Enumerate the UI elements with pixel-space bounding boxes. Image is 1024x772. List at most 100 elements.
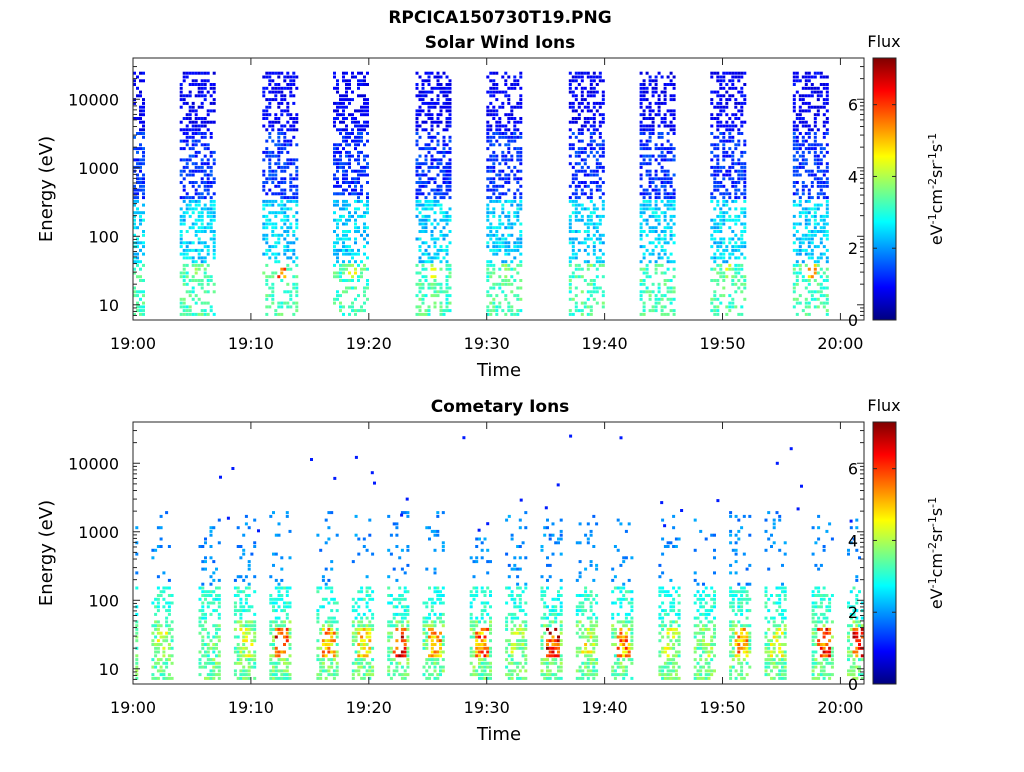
heat-cell <box>357 628 360 631</box>
heat-cell <box>183 79 186 82</box>
heat-cell <box>495 241 498 244</box>
heat-cell <box>351 279 354 282</box>
heat-cell <box>713 143 716 146</box>
heat-cell <box>434 530 437 533</box>
heat-cell <box>268 189 271 192</box>
heat-cell <box>569 238 572 241</box>
heat-cell <box>289 662 292 665</box>
heat-cell <box>275 628 278 631</box>
heat-cell <box>201 132 204 135</box>
heat-cell <box>239 658 242 661</box>
heat-cell <box>817 94 820 97</box>
heat-cell <box>401 549 404 552</box>
heat-cell <box>360 587 363 590</box>
heat-cell <box>713 226 716 229</box>
heat-cell <box>192 275 195 278</box>
heat-cell <box>593 223 596 226</box>
heat-cell <box>201 211 204 214</box>
heat-cell <box>363 98 366 101</box>
heat-cell <box>737 143 740 146</box>
heat-cell <box>342 98 345 101</box>
colorbar-title: Flux <box>867 32 900 51</box>
heat-cell <box>269 598 272 601</box>
heat-cell <box>213 162 216 165</box>
heat-cell <box>492 226 495 229</box>
heat-cell <box>725 192 728 195</box>
heat-cell <box>192 200 195 203</box>
heat-cell <box>401 568 404 571</box>
heat-cell <box>584 147 587 150</box>
x-tick-label: 19:00 <box>110 334 156 353</box>
heat-cell <box>419 147 422 150</box>
heat-cell <box>486 170 489 173</box>
heat-cell <box>242 666 245 669</box>
heat-cell <box>136 94 139 97</box>
heat-cell <box>274 94 277 97</box>
heat-cell <box>661 177 664 180</box>
heat-cell <box>716 305 719 308</box>
heat-cell <box>345 287 348 290</box>
heat-cell <box>345 91 348 94</box>
heat-cell <box>743 230 746 233</box>
heat-cell <box>596 91 599 94</box>
heat-cell <box>602 305 605 308</box>
heat-cell <box>213 192 216 195</box>
heat-cell <box>366 109 369 112</box>
heat-cell <box>189 290 192 293</box>
heat-cell <box>492 245 495 248</box>
heat-cell <box>504 136 507 139</box>
heat-cell <box>572 147 575 150</box>
heat-cell <box>446 117 449 120</box>
heat-cell <box>265 177 268 180</box>
heat-cell <box>646 287 649 290</box>
heat-cell <box>581 204 584 207</box>
heat-cell <box>363 102 366 105</box>
heat-cell <box>333 147 336 150</box>
heat-cell <box>431 204 434 207</box>
heat-cell <box>489 79 492 82</box>
heat-cell <box>160 624 163 627</box>
heat-cell <box>360 166 363 169</box>
heat-cell <box>434 636 437 639</box>
heat-cell <box>596 207 599 210</box>
heat-cell <box>814 155 817 158</box>
heat-cell <box>716 230 719 233</box>
heat-cell <box>186 196 189 199</box>
heat-cell <box>419 260 422 263</box>
heat-cell <box>363 128 366 131</box>
heat-cell <box>673 207 676 210</box>
heat-cell <box>436 515 439 518</box>
heat-cell <box>728 219 731 222</box>
heat-cell <box>210 207 213 210</box>
heat-cell <box>280 658 283 661</box>
heat-cell <box>501 241 504 244</box>
heat-cell <box>425 313 428 316</box>
heat-cell <box>136 196 139 199</box>
heat-cell <box>213 253 216 256</box>
heat-cell <box>826 275 829 278</box>
heat-cell <box>201 79 204 82</box>
heat-cell <box>160 545 163 548</box>
heat-cell <box>793 128 796 131</box>
heat-cell <box>422 87 425 90</box>
heat-cell <box>572 298 575 301</box>
heat-cell <box>440 76 443 79</box>
heat-cell <box>516 106 519 109</box>
heat-cell <box>510 117 513 120</box>
heat-cell <box>734 264 737 267</box>
heat-cell <box>401 624 404 627</box>
heat-cell <box>823 287 826 290</box>
heat-cell <box>495 174 498 177</box>
heat-cell <box>280 628 283 631</box>
heat-cell <box>286 106 289 109</box>
heat-cell <box>416 113 419 116</box>
heat-cell <box>319 628 322 631</box>
heat-cell <box>268 249 271 252</box>
heat-cell <box>593 72 596 75</box>
heat-cell <box>274 162 277 165</box>
heat-cell <box>793 272 796 275</box>
heat-cell <box>292 196 295 199</box>
heat-cell <box>646 275 649 278</box>
heat-cell <box>212 662 215 665</box>
heat-cell <box>201 136 204 139</box>
